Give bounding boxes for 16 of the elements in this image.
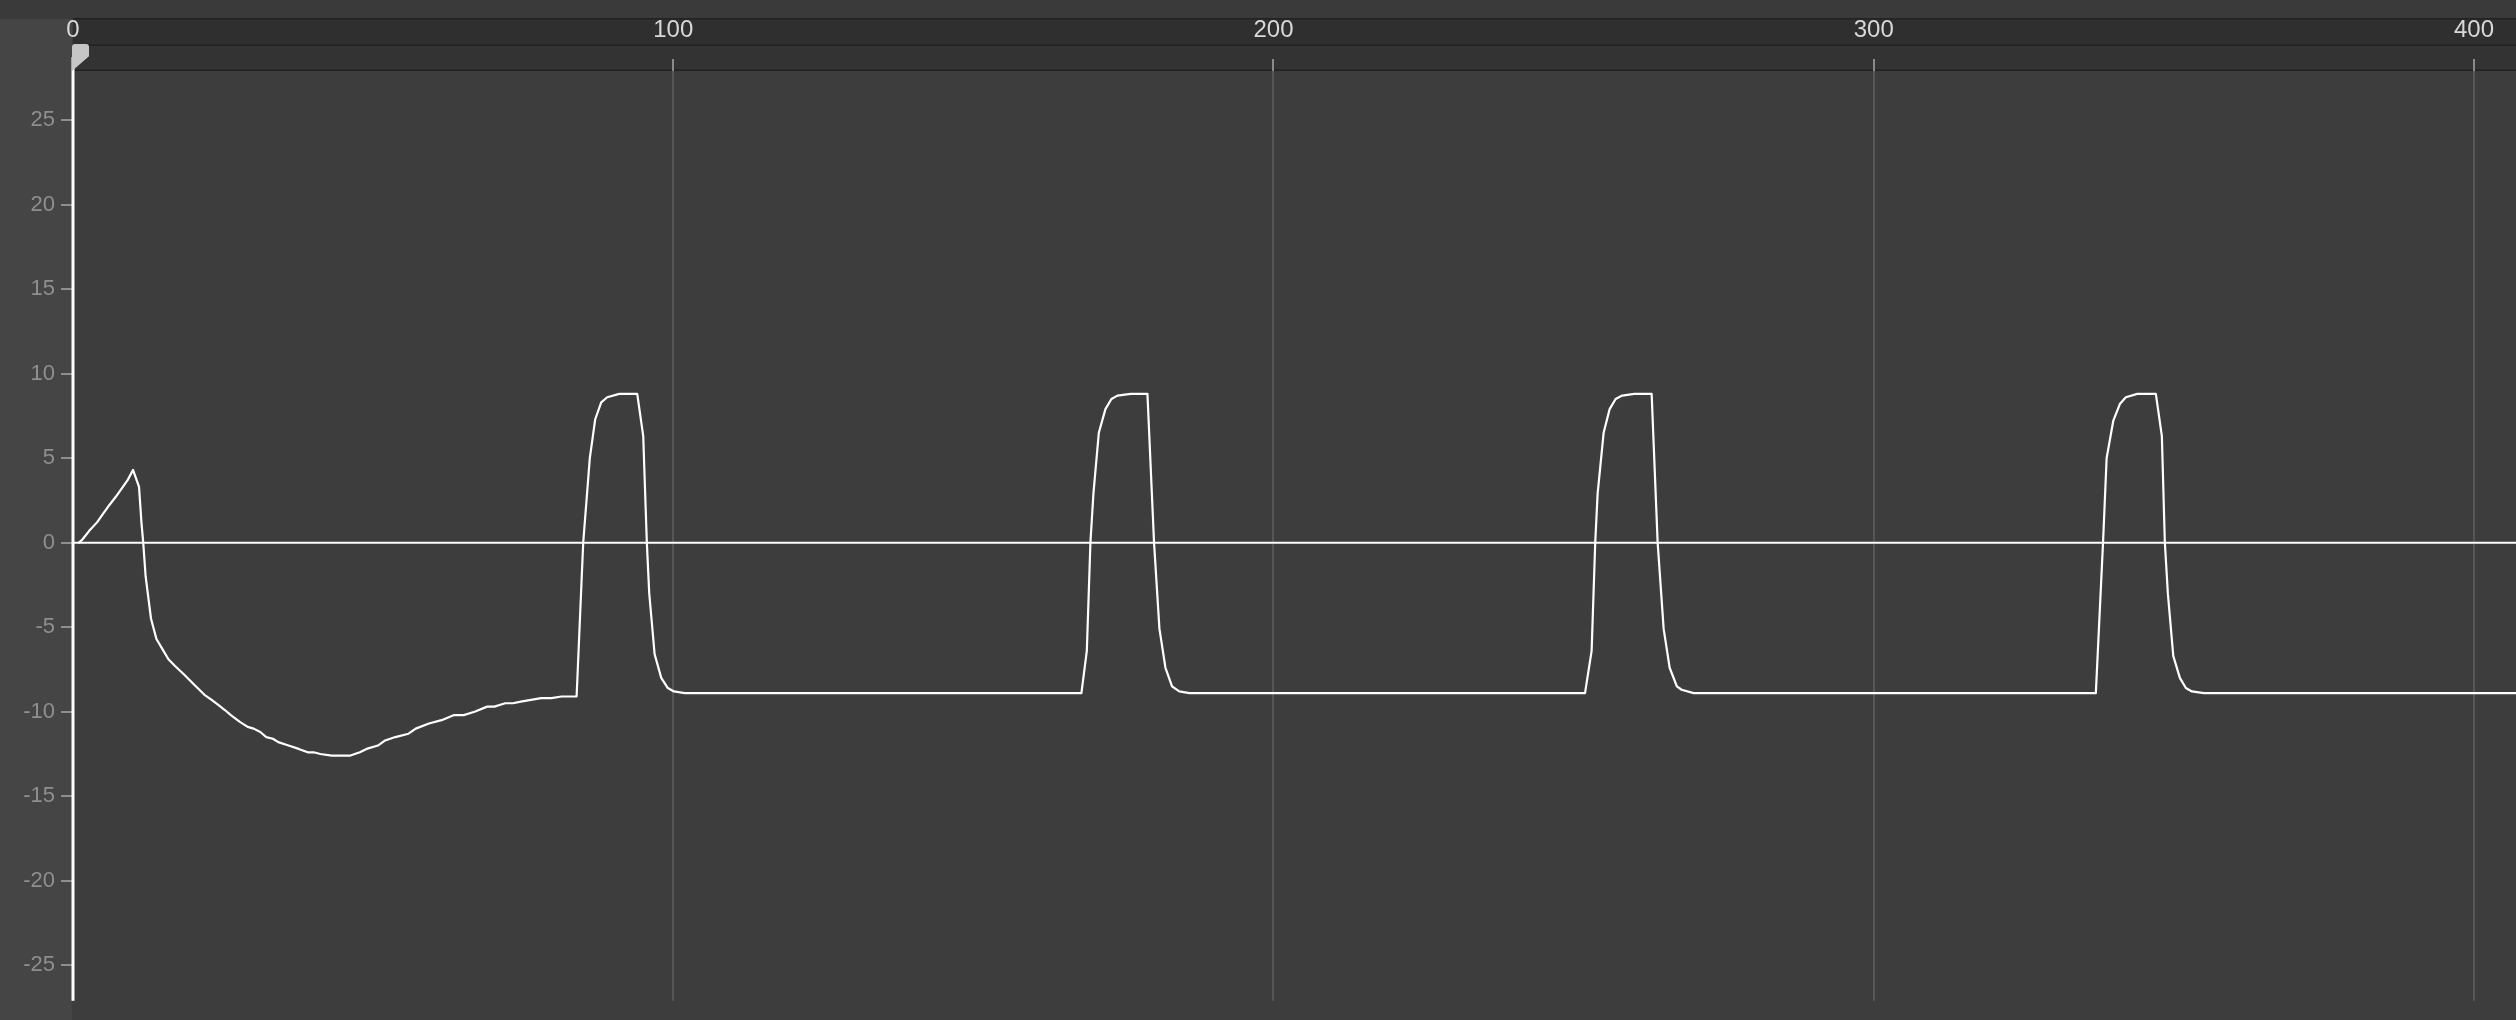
- y-tick-label: -20: [23, 866, 55, 892]
- y-tick-label: 5: [42, 444, 55, 470]
- x-tick-label: 200: [1253, 15, 1294, 43]
- y-tick-label: -25: [23, 951, 55, 977]
- x-tick-label: 0: [66, 15, 80, 43]
- y-tick-label: 0: [42, 528, 55, 554]
- y-tick-label: 10: [30, 359, 55, 385]
- x-tick-label: 100: [653, 15, 694, 43]
- y-tick-label: -15: [23, 782, 55, 808]
- y-tick-label: 20: [30, 190, 55, 216]
- y-tick-label: 25: [30, 106, 55, 132]
- y-tick-label: 15: [30, 275, 55, 301]
- y-tick-label: -10: [23, 697, 55, 723]
- x-tick-label: 300: [1853, 15, 1894, 43]
- y-tick-label: -5: [35, 613, 55, 639]
- x-tick-label: 400: [2453, 15, 2495, 43]
